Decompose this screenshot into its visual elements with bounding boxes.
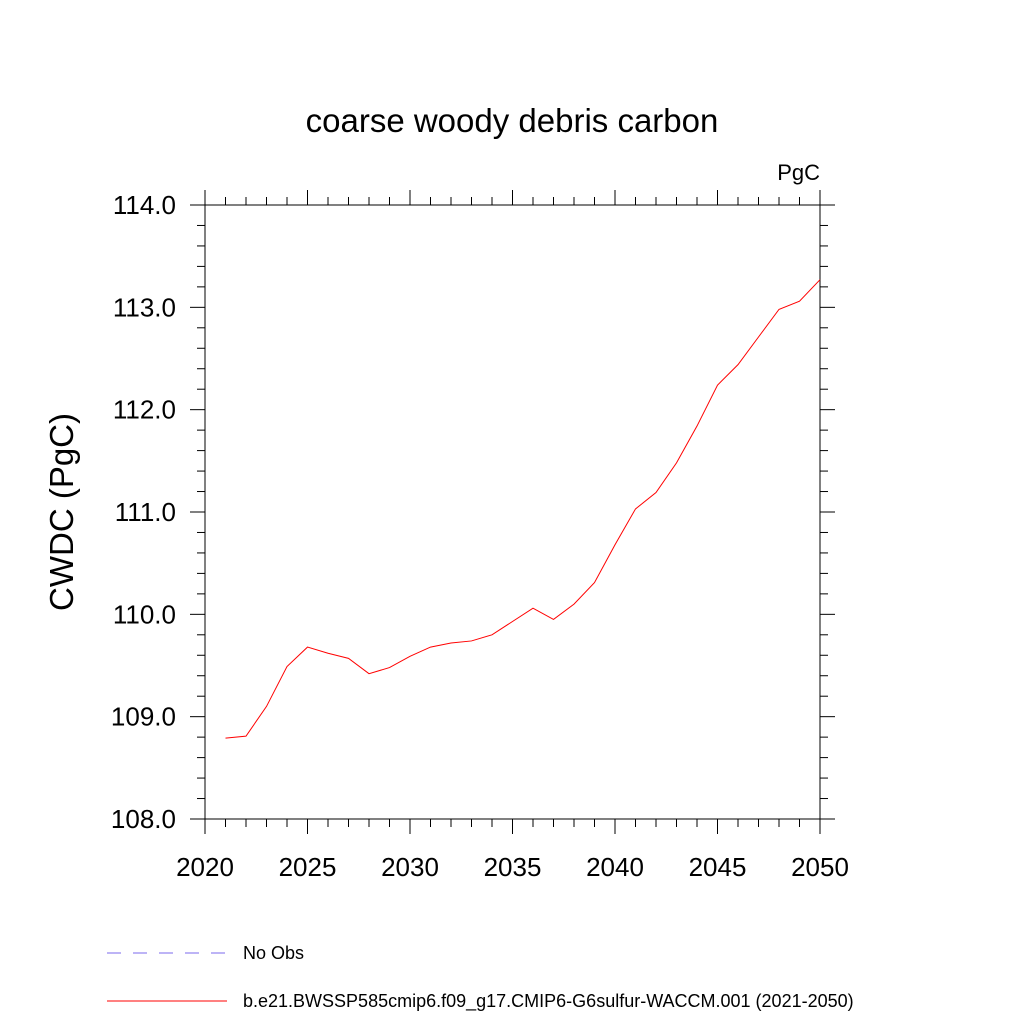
y-tick-label: 113.0: [113, 292, 176, 322]
series-layer: [225, 279, 821, 739]
axis-tick-labels: 2020 2025 2030 2035 2040 2045 2050 108.0 109.0 11…: [111, 190, 849, 882]
x-tick-label: 2025: [279, 852, 337, 882]
units-label: PgC: [777, 160, 820, 185]
y-tick-label: 112.0: [113, 395, 176, 425]
y-tick-label: 108.0: [111, 804, 176, 834]
y-axis-label: CWDC (PgC): [43, 413, 80, 611]
y-tick-label: 110.0: [113, 599, 176, 629]
y-tick-label: 114.0: [113, 190, 176, 220]
legend-label-model: b.e21.BWSSP585cmip6.f09_g17.CMIP6-G6sulf…: [243, 991, 854, 1012]
x-tick-label: 2040: [586, 852, 644, 882]
x-tick-label: 2030: [381, 852, 439, 882]
plot-frame: [204, 204, 821, 820]
y-tick-label: 111.0: [115, 497, 176, 527]
legend: No Obs b.e21.BWSSP585cmip6.f09_g17.CMIP6…: [107, 943, 854, 1012]
legend-label-no-obs: No Obs: [243, 943, 304, 963]
axis-ticks: [190, 190, 835, 834]
series-line-0: [225, 279, 821, 739]
x-tick-label: 2050: [791, 852, 849, 882]
y-tick-label: 109.0: [111, 702, 176, 732]
x-tick-label: 2035: [484, 852, 542, 882]
chart-title: coarse woody debris carbon: [306, 102, 719, 139]
x-tick-label: 2020: [176, 852, 234, 882]
x-tick-label: 2045: [689, 852, 747, 882]
